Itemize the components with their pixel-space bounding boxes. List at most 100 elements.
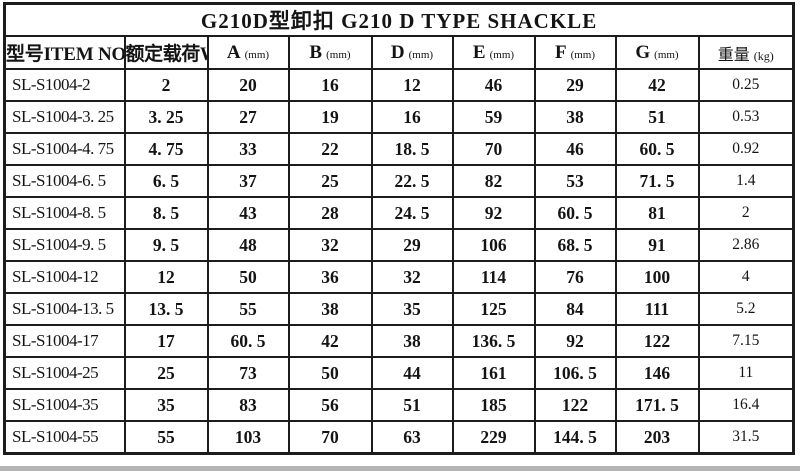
value-cell: 82 xyxy=(451,164,536,198)
shackle-spec-table: G210D型卸扣 G210 D TYPE SHACKLE 型号ITEM NO. 额… xyxy=(3,2,796,455)
column-label: B xyxy=(309,41,323,63)
value-cell: 25 xyxy=(123,356,209,390)
value-cell: 46 xyxy=(451,68,536,102)
column-header-3: B (mm) xyxy=(287,35,373,70)
value-cell: 76 xyxy=(533,260,617,294)
value-cell: 0.25 xyxy=(697,68,795,102)
value-cell: 4 xyxy=(697,260,795,294)
value-cell: 59 xyxy=(451,100,536,134)
value-cell: 51 xyxy=(370,388,454,422)
value-cell: 37 xyxy=(206,164,290,198)
column-header-2: A (mm) xyxy=(206,35,290,70)
value-cell: 33 xyxy=(206,132,290,166)
value-cell: 2 xyxy=(697,196,795,230)
value-cell: 125 xyxy=(451,292,536,326)
table-row: SL-S1004-9. 5 9. 5 48 32 29 106 68. 5 91 2.86 xyxy=(3,228,795,262)
value-cell: 27 xyxy=(206,100,290,134)
value-cell: 229 xyxy=(451,420,536,455)
value-cell: 8. 5 xyxy=(123,196,209,230)
value-cell: 203 xyxy=(614,420,700,455)
column-header-8: 重量 (kg) xyxy=(697,35,795,70)
value-cell: 91 xyxy=(614,228,700,262)
value-cell: 161 xyxy=(451,356,536,390)
column-label: 型号ITEM NO. xyxy=(6,44,125,65)
column-header-1: 额定载荷WLL/T xyxy=(123,35,209,70)
value-cell: 43 xyxy=(206,196,290,230)
item-no-cell: SL-S1004-6. 5 xyxy=(3,164,126,198)
value-cell: 32 xyxy=(287,228,373,262)
value-cell: 83 xyxy=(206,388,290,422)
value-cell: 38 xyxy=(287,292,373,326)
value-cell: 38 xyxy=(533,100,617,134)
table-row: SL-S1004-13. 5 13. 5 55 38 35 125 84 111 5.2 xyxy=(3,292,795,326)
column-unit: (mm) xyxy=(408,48,434,61)
item-no-cell: SL-S1004-3. 25 xyxy=(3,100,126,134)
value-cell: 31.5 xyxy=(697,420,795,455)
value-cell: 122 xyxy=(614,324,700,358)
value-cell: 100 xyxy=(614,260,700,294)
value-cell: 38 xyxy=(370,324,454,358)
value-cell: 35 xyxy=(370,292,454,326)
value-cell: 50 xyxy=(206,260,290,294)
value-cell: 51 xyxy=(614,100,700,134)
value-cell: 20 xyxy=(206,68,290,102)
value-cell: 0.92 xyxy=(697,132,795,166)
column-label: G xyxy=(635,41,651,63)
value-cell: 56 xyxy=(287,388,373,422)
column-unit: (kg) xyxy=(753,48,774,63)
value-cell: 114 xyxy=(451,260,536,294)
value-cell: 144. 5 xyxy=(533,420,617,455)
value-cell: 122 xyxy=(533,388,617,422)
value-cell: 3. 25 xyxy=(123,100,209,134)
value-cell: 50 xyxy=(287,356,373,390)
item-no-cell: SL-S1004-25 xyxy=(3,356,126,390)
value-cell: 92 xyxy=(451,196,536,230)
value-cell: 136. 5 xyxy=(451,324,536,358)
table-title: G210D型卸扣 G210 D TYPE SHACKLE xyxy=(3,2,795,37)
column-unit: (mm) xyxy=(654,48,679,61)
value-cell: 18. 5 xyxy=(370,132,454,166)
value-cell: 60. 5 xyxy=(533,196,617,230)
value-cell: 29 xyxy=(370,228,454,262)
column-unit: (mm) xyxy=(489,48,515,61)
value-cell: 2 xyxy=(123,68,209,102)
value-cell: 16 xyxy=(287,68,373,102)
item-no-cell: SL-S1004-13. 5 xyxy=(3,292,126,326)
value-cell: 12 xyxy=(370,68,454,102)
value-cell: 146 xyxy=(614,356,700,390)
value-cell: 16 xyxy=(370,100,454,134)
value-cell: 48 xyxy=(206,228,290,262)
value-cell: 24. 5 xyxy=(370,196,454,230)
table-row: SL-S1004-4. 75 4. 75 33 22 18. 5 70 46 60. 5 0.9… xyxy=(3,132,795,166)
value-cell: 71. 5 xyxy=(614,164,700,198)
column-unit: (mm) xyxy=(244,48,270,61)
value-cell: 42 xyxy=(287,324,373,358)
value-cell: 4. 75 xyxy=(123,132,209,166)
value-cell: 22 xyxy=(287,132,373,166)
value-cell: 25 xyxy=(287,164,373,198)
table-row: SL-S1004-35 35 83 56 51 185 122 171. 5 16.4 xyxy=(3,388,795,422)
column-unit: (mm) xyxy=(326,48,351,61)
value-cell: 19 xyxy=(287,100,373,134)
column-label: E xyxy=(472,41,486,63)
table-row: SL-S1004-17 17 60. 5 42 38 136. 5 92 122 7.15 xyxy=(3,324,795,358)
value-cell: 2.86 xyxy=(697,228,795,262)
column-header-7: G (mm) xyxy=(614,35,700,70)
value-cell: 29 xyxy=(533,68,617,102)
value-cell: 53 xyxy=(533,164,617,198)
value-cell: 171. 5 xyxy=(614,388,700,422)
value-cell: 103 xyxy=(206,420,290,455)
table-row: SL-S1004-3. 25 3. 25 27 19 16 59 38 51 0.53 xyxy=(3,100,795,134)
value-cell: 63 xyxy=(370,420,454,455)
header-row: 型号ITEM NO.额定载荷WLL/TA(mm)B(mm)D(mm)E(mm)F… xyxy=(3,35,795,70)
item-no-cell: SL-S1004-2 xyxy=(3,68,126,102)
value-cell: 42 xyxy=(614,68,700,102)
value-cell: 13. 5 xyxy=(123,292,209,326)
column-header-4: D (mm) xyxy=(370,35,454,70)
table-row: SL-S1004-12 12 50 36 32 114 76 100 4 xyxy=(3,260,795,294)
value-cell: 106 xyxy=(451,228,536,262)
item-no-cell: SL-S1004-8. 5 xyxy=(3,196,126,230)
value-cell: 7.15 xyxy=(697,324,795,358)
column-header-5: E (mm) xyxy=(451,35,536,70)
value-cell: 70 xyxy=(451,132,536,166)
